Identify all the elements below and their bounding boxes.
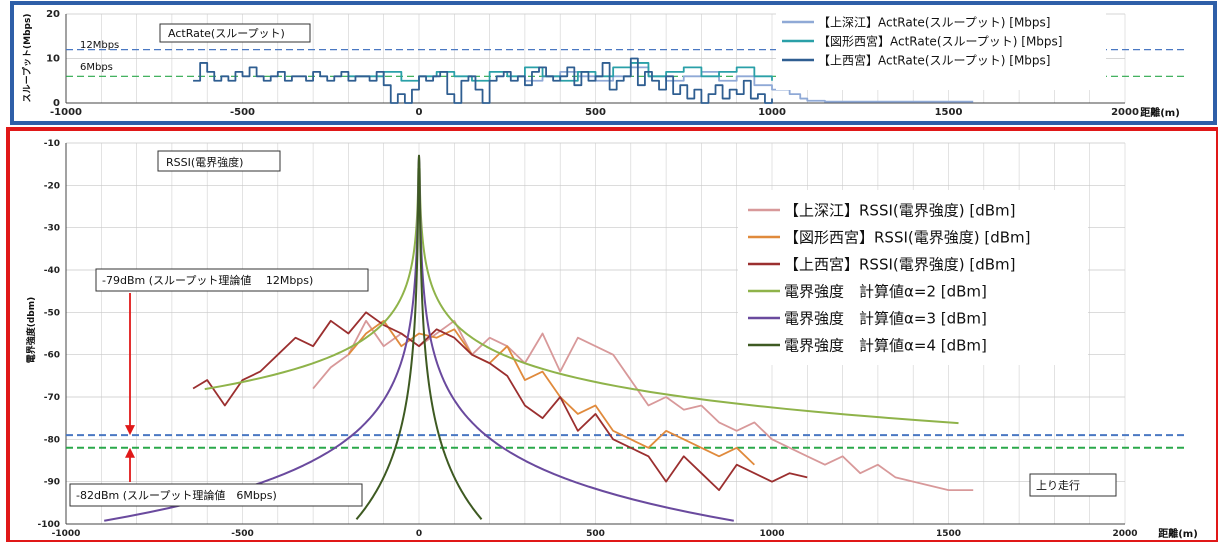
legend-entry: 【上西宮】RSSI(電界強度) [dBm]	[784, 255, 1016, 273]
legend-entry: 【図形西宮】RSSI(電界強度) [dBm]	[784, 228, 1031, 246]
y-axis-label: 電界強度(dbm)	[25, 297, 37, 364]
y-tick-label: -20	[44, 181, 60, 191]
x-tick-label: 500	[586, 529, 605, 539]
y-tick-label: -40	[44, 266, 60, 276]
x-tick-label: 500	[585, 107, 606, 118]
y-tick-label: 0	[53, 98, 60, 109]
x-tick-label: 2000	[1112, 529, 1137, 539]
x-tick-label: 0	[416, 107, 423, 118]
x-axis-label: 距離(m)	[1140, 106, 1180, 119]
legend-entry: 電界強度 計算値α=4 [dBm]	[784, 336, 987, 354]
annotation-label: -82dBm (スループット理論値 6Mbps)	[76, 488, 277, 502]
x-tick-label: -500	[230, 107, 255, 118]
y-tick-label: -80	[44, 435, 60, 445]
y-tick-label: -70	[44, 393, 60, 403]
x-tick-label: 1500	[936, 529, 961, 539]
y-tick-label: -60	[44, 351, 60, 361]
y-tick-label: -100	[37, 520, 60, 530]
legend-entry: 【上深江】ActRate(スループット) [Mbps]	[818, 15, 1050, 29]
x-tick-label: 1500	[935, 107, 963, 118]
x-tick-label: -1000	[52, 529, 81, 539]
legend-background	[738, 190, 1088, 365]
x-tick-label: 0	[416, 529, 422, 539]
y-tick-label: -90	[44, 478, 60, 488]
legend-background	[776, 8, 1106, 90]
y-tick-label: -30	[44, 224, 60, 234]
arrow-head	[125, 425, 135, 436]
title-box	[159, 23, 311, 43]
y-axis-label: スループット(Mbps)	[21, 14, 33, 103]
x-tick-label: 1000	[759, 529, 784, 539]
rssi-chart: -10 -20 -30 -40 -50 -60 -70 -80 -90 -100-1000 -500…	[6, 127, 1218, 542]
legend-entry: 【図形西宮】ActRate(スループット) [Mbps]	[818, 33, 1062, 48]
series-line	[524, 66, 974, 103]
legend-entry: 【上深江】RSSI(電界強度) [dBm]	[784, 201, 1016, 219]
arrow-head	[125, 447, 135, 458]
annotation-box	[1029, 473, 1117, 497]
throughput-chart: 0 10 20 -1000 -500 0 500 1000 1500 2000 スループット(Mbp…	[10, 1, 1217, 125]
legend-entry: 電界強度 計算値α=3 [dBm]	[784, 309, 987, 327]
chart-title: RSSI(電界強度)	[166, 155, 243, 169]
annotation-label: 上り走行	[1036, 479, 1080, 492]
annotation-label: 6Mbps	[80, 62, 113, 73]
y-tick-label: 20	[46, 9, 60, 20]
x-axis-label: 距離(m)	[1158, 527, 1198, 540]
x-tick-label: 1000	[758, 107, 786, 118]
series-line	[193, 57, 773, 104]
title-box	[157, 150, 281, 172]
series-line	[355, 154, 483, 520]
y-tick-label: -50	[44, 308, 60, 318]
annotation-box	[95, 268, 369, 292]
annotation-label: -79dBm (スループット理論値 12Mbps)	[102, 273, 313, 287]
x-tick-label: 2000	[1111, 107, 1139, 118]
series-line	[192, 311, 808, 492]
y-tick-label: 10	[46, 54, 60, 65]
annotation-label: 12Mbps	[80, 40, 119, 51]
x-tick-label: -500	[231, 529, 254, 539]
annotation-box	[69, 483, 363, 507]
x-tick-label: -1000	[50, 107, 82, 118]
chart-title: ActRate(スループット)	[168, 27, 285, 40]
legend-entry: 電界強度 計算値α=2 [dBm]	[784, 282, 987, 300]
series-line	[347, 319, 755, 466]
y-tick-label: -10	[44, 139, 60, 149]
legend-entry: 【上西宮】ActRate(スループット) [Mbps]	[818, 52, 1050, 67]
